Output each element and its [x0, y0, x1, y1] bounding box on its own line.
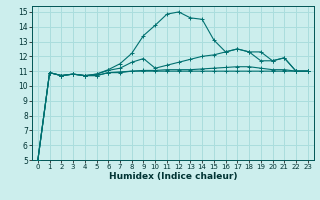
X-axis label: Humidex (Indice chaleur): Humidex (Indice chaleur)	[108, 172, 237, 181]
